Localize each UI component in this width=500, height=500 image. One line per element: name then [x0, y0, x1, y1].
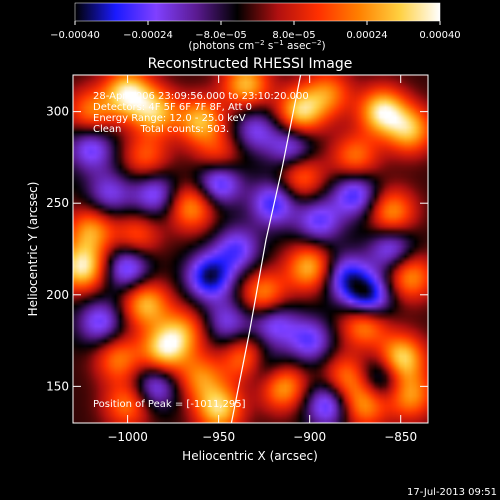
x-axis-label: Heliocentric X (arcsec): [182, 449, 318, 463]
annotation-clean: Clean Total counts: 503.: [93, 124, 229, 135]
peak-position-label: Position of Peak = [-1011,295]: [93, 399, 246, 410]
plot-area: −1000 −950 −900 −850 150 200 250 300 28-Apr-20…: [46, 74, 429, 444]
colorbar-gradient: [74, 2, 441, 22]
y-tick-label: 300: [46, 105, 69, 119]
colorbar-tick-label: −0.00024: [123, 30, 173, 41]
y-tick-label: 150: [46, 379, 69, 393]
colorbar-tick-label: −0.00040: [50, 30, 100, 41]
y-axis-ticks: 150 200 250 300: [46, 105, 428, 393]
plot-frame: [72, 74, 429, 424]
x-tick-label: −1000: [107, 430, 148, 444]
colorbar-tick-label: 8.0e−05: [272, 30, 315, 41]
x-tick-label: −850: [384, 430, 417, 444]
annotation-energy: Energy Range: 12.0 - 25.0 keV: [93, 113, 246, 124]
y-tick-label: 250: [46, 196, 69, 210]
x-tick-label: −900: [293, 430, 326, 444]
annotation-time: 28-Apr-2006 23:09:56.000 to 23:10:20.000: [93, 91, 309, 102]
heatmap-image: [73, 75, 428, 423]
y-tick-label: 200: [46, 288, 69, 302]
colorbar-tick-label: 0.00040: [419, 30, 460, 41]
colorbar-units: (photons cm−2 s−1 asec−2): [188, 39, 325, 52]
chart-title: Reconstructed RHESSI Image: [148, 56, 353, 72]
annotation-block: 28-Apr-2006 23:09:56.000 to 23:10:20.000…: [93, 91, 309, 135]
colorbar-tick-label: −8.0e−05: [195, 30, 247, 41]
colorbar-ticks: −0.00040 −0.00024 −8.0e−05 8.0e−05 0.00024 0.…: [50, 21, 461, 41]
x-axis-ticks: −1000 −950 −900 −850: [107, 75, 417, 444]
colorbar-tick-label: 0.00024: [346, 30, 387, 41]
footer-date: 17-Jul-2013 09:51: [407, 487, 497, 498]
y-axis-label: Heliocentric Y (arcsec): [26, 182, 40, 317]
x-tick-label: −950: [202, 430, 235, 444]
colorbar: −0.00040 −0.00024 −8.0e−05 8.0e−05 0.00024 0.…: [50, 2, 461, 52]
solar-limb-line: [230, 75, 302, 423]
annotation-detectors: Detectors: 4F 5F 6F 7F 8F, Att 0: [93, 102, 252, 113]
